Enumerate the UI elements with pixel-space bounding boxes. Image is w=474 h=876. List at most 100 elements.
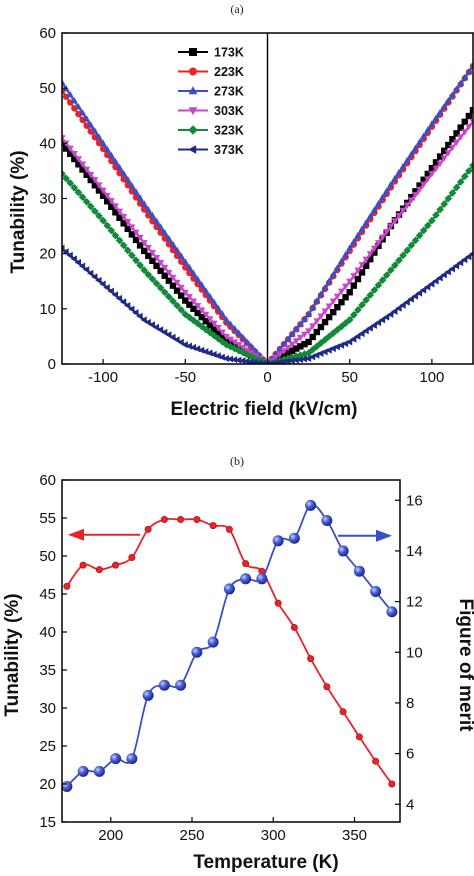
data-point [284, 335, 292, 342]
data-point [424, 126, 432, 133]
data-point [358, 269, 366, 276]
data-point [63, 582, 71, 590]
data-point [169, 297, 177, 305]
data-point [95, 133, 103, 140]
data-point [342, 283, 350, 291]
data-point [136, 194, 144, 201]
data-point [309, 303, 317, 311]
x-tick-label: 0 [263, 369, 271, 386]
data-point [239, 333, 247, 341]
data-point [251, 354, 260, 363]
data-point [300, 331, 309, 339]
data-point [436, 108, 444, 115]
data-point [189, 343, 197, 351]
panel-a-series-group [62, 62, 473, 364]
data-point [346, 278, 354, 286]
data-point [354, 306, 362, 314]
data-point [307, 655, 315, 663]
data-point [119, 241, 128, 250]
panel-b-y2-axis-label: Figure of merit [455, 598, 474, 732]
data-point [141, 247, 148, 255]
data-point [87, 171, 95, 179]
data-point [173, 246, 181, 253]
y2-tick-label: 12 [406, 594, 423, 611]
data-point [366, 212, 374, 219]
data-point [239, 344, 247, 352]
y-tick-label: 20 [39, 776, 56, 793]
data-point [115, 236, 124, 245]
data-point [235, 329, 243, 336]
data-point [124, 219, 132, 226]
data-point [223, 583, 235, 595]
data-point [177, 252, 185, 259]
data-point [177, 292, 185, 299]
data-point [411, 236, 420, 245]
data-point [234, 356, 242, 364]
data-point [334, 303, 341, 311]
data-point [321, 318, 329, 326]
data-point [218, 337, 227, 346]
data-point [448, 189, 457, 197]
data-point [157, 259, 165, 267]
data-point [284, 357, 291, 364]
data-point [378, 316, 386, 324]
data-point [177, 338, 184, 346]
right-axis-arrow [338, 529, 392, 542]
legend-item: 303K [178, 104, 244, 118]
data-point [226, 320, 235, 327]
data-point [337, 545, 349, 557]
series-line [62, 65, 473, 364]
data-point [177, 284, 185, 292]
data-point [239, 348, 247, 357]
data-point [70, 97, 78, 104]
data-point [313, 297, 321, 304]
panel-b: (b) 200 250 300 350 15 20 25 30 35 40 45 50 55 60 4 6 8 1… [2, 454, 474, 873]
data-point [444, 97, 452, 104]
data-point [403, 298, 410, 306]
data-point [103, 145, 111, 152]
data-point [469, 107, 473, 114]
data-point [448, 144, 456, 152]
data-point [341, 319, 350, 328]
data-point [379, 234, 387, 241]
data-point [181, 258, 189, 265]
data-point [99, 187, 107, 195]
data-point [218, 353, 225, 361]
data-point [148, 321, 155, 329]
panel-a-plot-area: -100 -50 0 50 100 0 10 20 30 40 50 60 173K 223K 273K 30… [39, 25, 474, 386]
data-point [444, 268, 451, 276]
data-point [461, 73, 469, 81]
data-point [440, 200, 449, 208]
data-point [436, 274, 443, 282]
data-point [74, 156, 82, 163]
data-point [424, 176, 432, 183]
legend-marker [189, 48, 197, 56]
data-point [153, 262, 160, 270]
y-tick-label: 55 [39, 510, 56, 527]
data-point [62, 78, 66, 86]
data-point [78, 193, 87, 201]
data-point [165, 269, 173, 277]
y-tick-label: 50 [39, 548, 56, 565]
data-point [358, 262, 366, 269]
data-point [436, 205, 444, 214]
panel-b-frame [61, 479, 401, 823]
legend-item: 173K [178, 46, 244, 60]
data-point [313, 318, 321, 325]
data-point [395, 213, 403, 220]
data-point [165, 234, 173, 242]
series-373k [62, 244, 473, 364]
data-point [247, 342, 255, 349]
data-point [354, 332, 361, 340]
y-tick-label: 15 [39, 814, 56, 831]
data-point [465, 112, 473, 120]
data-point [456, 259, 464, 267]
legend-item: 323K [178, 124, 244, 138]
data-point [173, 279, 181, 287]
data-point [284, 344, 292, 352]
data-point [275, 358, 283, 364]
legend-label: 303K [214, 104, 244, 118]
x-tick-label: 300 [261, 827, 286, 844]
legend-label: 323K [214, 124, 244, 138]
